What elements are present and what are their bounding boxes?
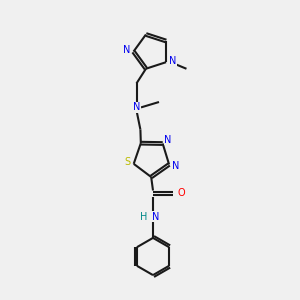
Text: N: N [172,161,179,171]
Text: O: O [177,188,185,198]
Text: N: N [123,45,130,55]
Text: N: N [164,135,172,145]
Text: N: N [169,56,176,66]
Text: S: S [124,157,130,167]
Text: N: N [133,102,140,112]
Text: N: N [152,212,160,222]
Text: H: H [140,212,148,222]
